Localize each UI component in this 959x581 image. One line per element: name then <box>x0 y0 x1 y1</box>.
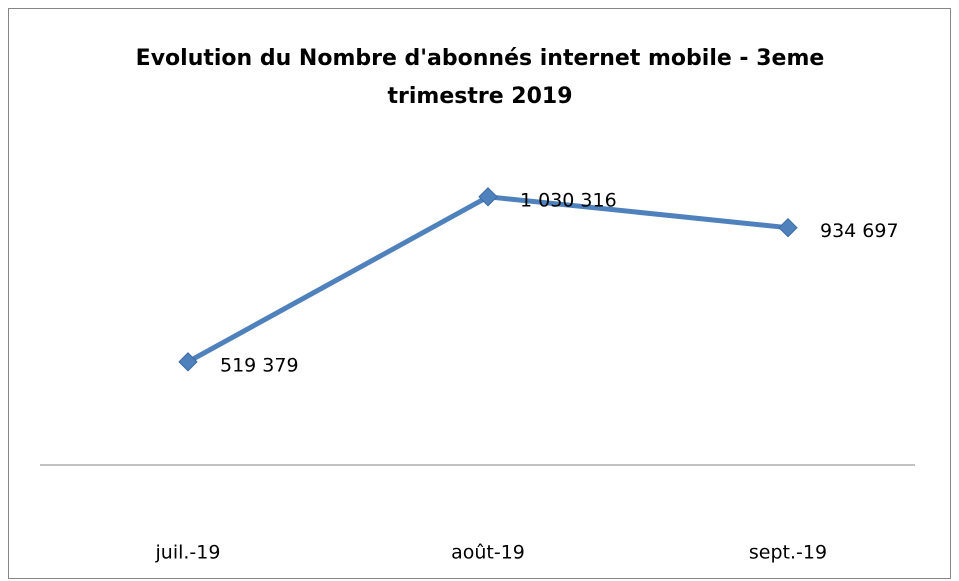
x-tick-label: juil.-19 <box>155 542 221 564</box>
marker <box>778 217 798 238</box>
data-label: 1 030 316 <box>520 189 617 211</box>
data-label: 934 697 <box>820 220 899 242</box>
chart-title: Evolution du Nombre d'abonnés internet m… <box>135 46 825 109</box>
data-label: 519 379 <box>220 354 299 376</box>
x-tick-label: sept.-19 <box>749 542 827 564</box>
x-tick-label: août-19 <box>451 542 525 564</box>
chart-border <box>8 8 951 579</box>
marker <box>178 352 198 372</box>
marker <box>478 187 498 207</box>
